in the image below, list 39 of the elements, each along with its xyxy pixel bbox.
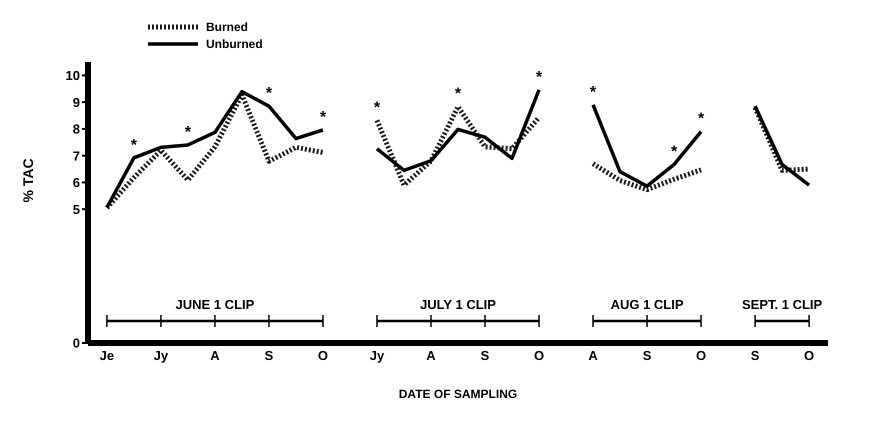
annotation: SEPT. 1 CLIP <box>742 297 823 312</box>
y-tick-label: 10 <box>66 68 80 83</box>
x-tick-label: A <box>426 348 436 364</box>
legend-label: Unburned <box>206 37 263 51</box>
x-tick-label: Jy <box>154 348 169 364</box>
y-tick-label: 0 <box>72 336 80 351</box>
data-label: * <box>184 124 192 141</box>
y-tick-label: 7 <box>72 148 80 164</box>
x-tick-label: Jy <box>370 348 385 364</box>
data-label: * <box>536 68 543 86</box>
y-axis-title: % TAC <box>20 158 36 202</box>
annotation: JUNE 1 CLIP <box>176 297 255 312</box>
y-tick-label: 5 <box>72 202 80 217</box>
data-label: * <box>698 110 705 128</box>
x-tick-label: A <box>210 348 220 364</box>
x-tick-label: O <box>534 348 544 364</box>
legend-label: Burned <box>206 20 248 34</box>
x-tick-label: S <box>750 348 760 364</box>
annotation: AUG 1 CLIP <box>610 297 684 312</box>
x-tick-label: Je <box>100 348 114 364</box>
y-tick-label: 6 <box>72 175 80 190</box>
x-tick-label: S <box>264 348 274 364</box>
x-tick-label: A <box>588 348 598 364</box>
x-axis-title: DATE OF SAMPLING <box>398 387 518 401</box>
data-label: * <box>374 99 381 116</box>
data-label: * <box>590 84 597 101</box>
data-label: * <box>266 85 273 102</box>
data-label: * <box>670 144 678 160</box>
x-tick-label: O <box>804 348 814 364</box>
data-label: * <box>320 108 327 126</box>
x-tick-label: S <box>642 348 652 364</box>
x-tick-label: O <box>696 348 706 364</box>
annotation: JULY 1 CLIP <box>420 297 496 312</box>
x-tick-label: S <box>480 348 490 364</box>
y-tick-label: 8 <box>72 122 80 137</box>
y-tick-label: 9 <box>72 94 80 110</box>
data-label: * <box>130 136 138 154</box>
data-label: * <box>454 86 462 103</box>
x-tick-label: O <box>318 348 328 364</box>
